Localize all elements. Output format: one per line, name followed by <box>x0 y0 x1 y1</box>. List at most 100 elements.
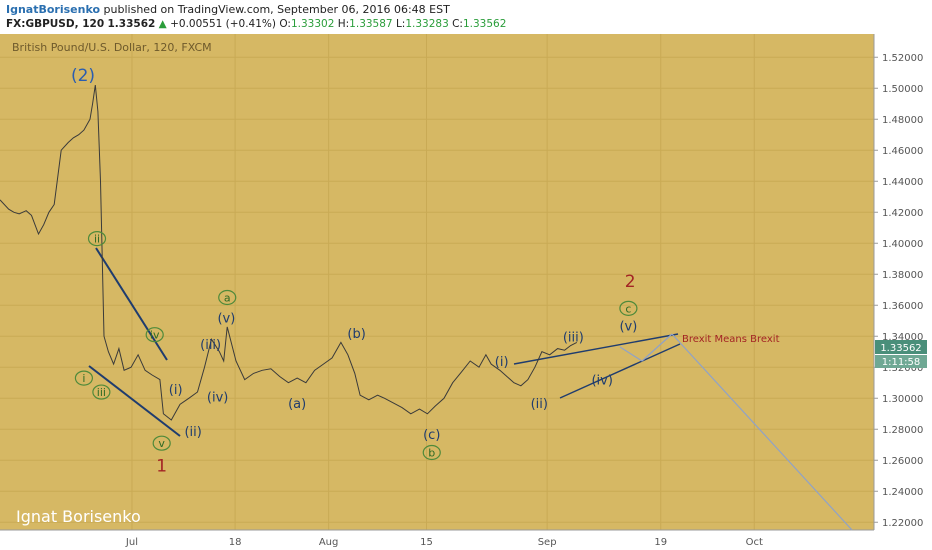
wave-circle-marker <box>92 384 111 400</box>
last-price-badge-text: 1.33562 <box>880 343 921 354</box>
wave-label: (iv) <box>207 391 228 406</box>
wave-label-text: (2) <box>71 66 95 86</box>
wave-label: (iii) <box>200 338 221 353</box>
wave-label: (2) <box>71 66 95 86</box>
projection-down[interactable] <box>671 333 853 531</box>
price-tick-label: 1.46000 <box>882 146 923 157</box>
wave-label: (b) <box>347 327 365 342</box>
wave-label: (ii) <box>184 425 201 440</box>
close-value: 1.33562 <box>462 18 507 30</box>
bar-timer-text: 1:11:58 <box>882 357 921 368</box>
symbol-label: FX:GBPUSD, 120 <box>6 18 105 30</box>
wedge-lower-line[interactable] <box>88 365 181 437</box>
diagonal-lower-line[interactable] <box>559 343 681 399</box>
time-tick-labels: Jul 18 Aug 15 Sep 19 Oct <box>125 537 763 548</box>
trend-lines[interactable] <box>88 247 853 531</box>
wave-label: i <box>74 370 94 386</box>
low-label: L: <box>395 18 406 30</box>
time-tick-label: 19 <box>654 537 667 548</box>
wave-label: (v) <box>217 312 235 327</box>
price-tick-label: 1.40000 <box>882 239 923 250</box>
wave-circle-marker <box>145 327 164 343</box>
wave-label-text: (b) <box>347 327 365 342</box>
diagonal-upper-line[interactable] <box>513 333 679 365</box>
chart-title: British Pound/U.S. Dollar, 120, FXCM <box>12 41 212 54</box>
price-tick-label: 1.42000 <box>882 208 923 219</box>
price-change: +0.00551 (+0.41%) <box>170 18 276 30</box>
open-label: O: <box>279 18 291 30</box>
time-tick-label: Jul <box>125 537 138 548</box>
wave-label: iv <box>145 327 164 343</box>
wave-label: (ii) <box>531 397 548 412</box>
wave-label-text: (v) <box>217 312 235 327</box>
wave-label-text: (a) <box>288 397 306 412</box>
wave-label: 1 <box>156 456 167 476</box>
bar-timer-badge <box>875 355 927 368</box>
wave-circle-marker <box>218 289 237 306</box>
wave-label: (iv) <box>591 374 612 389</box>
wave-label-text: (v) <box>619 319 637 334</box>
grid-lines <box>0 34 874 530</box>
published-text: published on TradingView.com, September … <box>103 3 450 16</box>
wave-label: b <box>422 444 441 461</box>
wave-label: (i) <box>495 355 509 370</box>
wave-label-text: (iii) <box>200 338 221 353</box>
chart-header: IgnatBorisenko published on TradingView.… <box>0 0 932 34</box>
plot-area[interactable] <box>0 34 874 530</box>
author-link[interactable]: IgnatBorisenko <box>6 3 101 16</box>
price-tick-label: 1.50000 <box>882 84 923 95</box>
wave-label-text: 2 <box>625 272 636 292</box>
wave-label: (iii) <box>563 330 584 345</box>
price-series-line[interactable] <box>0 85 578 421</box>
wave-label-text: 1 <box>156 456 167 476</box>
wave-circle-marker <box>74 370 94 386</box>
quote-line: FX:GBPUSD, 120 1.33562 ▲ +0.00551 (+0.41… <box>6 18 506 30</box>
wave-label-text: ii <box>94 233 100 246</box>
wave-label-text: (ii) <box>531 397 548 412</box>
low-value: 1.33283 <box>405 18 449 30</box>
high-label: H: <box>337 18 350 30</box>
price-tick-label: 1.24000 <box>882 487 923 498</box>
wave-label-text: a <box>224 292 231 305</box>
wave-label: a <box>218 289 237 306</box>
annotation-text: Brexit Means Brexit <box>682 334 780 345</box>
price-tick-label: 1.34000 <box>882 332 923 343</box>
price-tick-label: 1.44000 <box>882 177 923 188</box>
wave-label-text: (iv) <box>591 374 612 389</box>
wave-label-text: v <box>158 437 165 450</box>
wave-label-text: i <box>82 372 85 385</box>
time-tick-label: Sep <box>538 537 557 548</box>
price-chart[interactable]: 1.52000 1.50000 1.48000 1.46000 1.44000 1.420… <box>0 34 932 550</box>
price-tick-label: 1.26000 <box>882 456 923 467</box>
wave-label: iii <box>92 384 111 400</box>
open-value: 1.33302 <box>290 18 335 30</box>
projection-to-v[interactable] <box>641 333 673 362</box>
wave-label-text: (c) <box>423 428 440 443</box>
wave-label: v <box>152 435 171 451</box>
high-value: 1.33587 <box>349 18 393 30</box>
wave-label: c <box>619 300 638 316</box>
wave-label-text: (i) <box>169 383 183 398</box>
wave-circle-marker <box>422 444 441 461</box>
wave-circle-marker <box>152 435 171 451</box>
price-tick-labels: 1.52000 1.50000 1.48000 1.46000 1.44000 1.420… <box>874 53 923 529</box>
wave-label: (v) <box>619 319 637 334</box>
price-axis[interactable] <box>874 34 932 550</box>
last-price: 1.33562 <box>107 18 156 30</box>
wave-label-text: (iii) <box>563 330 584 345</box>
time-axis[interactable] <box>0 530 874 550</box>
wave-label-text: (i) <box>495 355 509 370</box>
time-tick-label: 15 <box>420 537 433 548</box>
time-tick-label: Oct <box>746 537 763 548</box>
last-price-badge <box>875 340 927 354</box>
price-tick-label: 1.48000 <box>882 115 923 126</box>
elliott-wave-labels: (2)iiiviiiiv1(i)(ii)(iii)(iv)a(v)(a)(b)(… <box>71 66 638 476</box>
wave-label-text: iv <box>150 329 160 342</box>
wave-label-text: (ii) <box>184 425 201 440</box>
price-tick-label: 1.36000 <box>882 301 923 312</box>
wave-label-text: b <box>428 447 435 460</box>
time-tick-label: Aug <box>319 537 339 548</box>
wave-label-text: c <box>625 302 631 315</box>
price-tick-label: 1.52000 <box>882 53 923 64</box>
projection-to-iv[interactable] <box>619 346 643 362</box>
